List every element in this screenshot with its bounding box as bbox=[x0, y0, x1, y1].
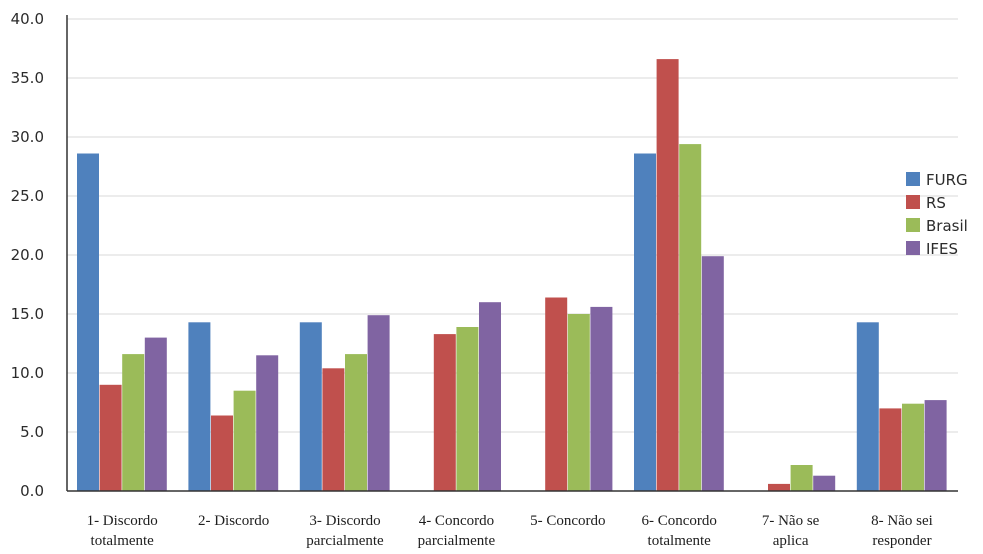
bar-ifes-2 bbox=[256, 355, 279, 491]
x-tick-label-line: 6- Concordo bbox=[641, 513, 716, 529]
bar-ifes-4 bbox=[479, 302, 501, 491]
x-tick-label: 4- Concordo parcialmente bbox=[418, 513, 496, 549]
y-tick-label: 10.0 bbox=[11, 364, 44, 382]
y-tick-label: 35.0 bbox=[11, 69, 44, 87]
bar-ifes-5 bbox=[590, 306, 613, 491]
bar-rs-3 bbox=[322, 368, 345, 491]
y-tick-label: 15.0 bbox=[11, 305, 44, 323]
legend-swatch-rs bbox=[906, 195, 920, 209]
legend-label-furg: FURG bbox=[926, 171, 968, 189]
x-tick-label-line: aplica bbox=[773, 533, 809, 549]
bar-brasil-6 bbox=[679, 144, 702, 491]
x-tick-label: 7- Não se aplica bbox=[762, 513, 820, 549]
bar-ifes-8 bbox=[924, 400, 947, 491]
bar-furg-1 bbox=[77, 153, 99, 491]
bar-ifes-7 bbox=[813, 475, 836, 491]
x-tick-labels: 1- Discordo totalmente 2- Discordo 3- Disco… bbox=[87, 513, 933, 549]
bar-ifes-3 bbox=[367, 315, 390, 491]
bar-brasil-2 bbox=[233, 390, 256, 491]
x-tick-label: 5- Concordo bbox=[530, 513, 605, 529]
y-tick-label: 20.0 bbox=[11, 246, 44, 264]
legend-swatch-furg bbox=[906, 172, 920, 186]
bar-rs-4 bbox=[433, 334, 456, 491]
y-tick-label: 0.0 bbox=[20, 482, 44, 500]
legend-label-ifes: IFES bbox=[926, 240, 958, 258]
legend: FURG RS Brasil IFES bbox=[906, 171, 968, 258]
legend-swatch-ifes bbox=[906, 241, 920, 255]
x-tick-label-line: 8- Não sei bbox=[871, 513, 933, 529]
bar-rs-2 bbox=[211, 415, 233, 491]
x-tick-label: 2- Discordo bbox=[198, 513, 269, 529]
bar-ifes-1 bbox=[144, 337, 167, 491]
y-tick-label: 30.0 bbox=[11, 128, 44, 146]
x-tick-label-line: 4- Concordo bbox=[419, 513, 494, 529]
bars bbox=[77, 59, 947, 491]
bar-rs-1 bbox=[99, 384, 122, 491]
bar-brasil-4 bbox=[456, 327, 479, 491]
x-tick-label-line: 5- Concordo bbox=[530, 513, 605, 529]
x-tick-label-line: 3- Discordo bbox=[309, 513, 380, 529]
x-tick-label-line: 1- Discordo bbox=[87, 513, 158, 529]
y-tick-label: 5.0 bbox=[20, 423, 44, 441]
x-tick-label: 3- Discordo parcialmente bbox=[306, 513, 384, 549]
y-tick-label: 25.0 bbox=[11, 187, 44, 205]
bar-furg-6 bbox=[634, 153, 656, 491]
bar-furg-2 bbox=[188, 322, 211, 491]
bar-furg-3 bbox=[299, 322, 322, 491]
axes bbox=[66, 15, 958, 492]
bar-rs-7 bbox=[768, 483, 790, 491]
y-tick-labels: 0.0 5.0 10.0 15.0 20.0 25.0 30.0 35.0 40.0 bbox=[11, 10, 44, 500]
grid-lines bbox=[67, 18, 958, 433]
x-tick-label-line: parcialmente bbox=[306, 533, 384, 549]
x-tick-label: 8- Não sei responder bbox=[871, 513, 933, 549]
bar-brasil-5 bbox=[567, 314, 590, 491]
x-tick-label-line: parcialmente bbox=[418, 533, 496, 549]
legend-swatch-brasil bbox=[906, 218, 920, 232]
bar-brasil-1 bbox=[122, 354, 145, 491]
x-tick-label: 1- Discordo totalmente bbox=[87, 513, 158, 549]
bar-rs-6 bbox=[656, 59, 679, 491]
y-tick-label: 40.0 bbox=[11, 10, 44, 28]
x-tick-label-line: totalmente bbox=[91, 533, 155, 549]
x-tick-label-line: 7- Não se bbox=[762, 513, 820, 529]
bar-brasil-3 bbox=[345, 354, 367, 491]
bar-brasil-8 bbox=[902, 403, 924, 491]
bar-rs-5 bbox=[545, 297, 568, 491]
bar-brasil-7 bbox=[790, 465, 813, 491]
x-tick-label-line: totalmente bbox=[648, 533, 712, 549]
legend-label-rs: RS bbox=[926, 194, 946, 212]
bar-rs-8 bbox=[879, 408, 902, 491]
legend-label-brasil: Brasil bbox=[926, 217, 968, 235]
x-tick-label: 6- Concordo totalmente bbox=[641, 513, 716, 549]
bar-furg-8 bbox=[856, 322, 879, 491]
x-tick-label-line: responder bbox=[872, 533, 931, 549]
bar-ifes-6 bbox=[701, 256, 724, 491]
x-tick-label-line: 2- Discordo bbox=[198, 513, 269, 529]
